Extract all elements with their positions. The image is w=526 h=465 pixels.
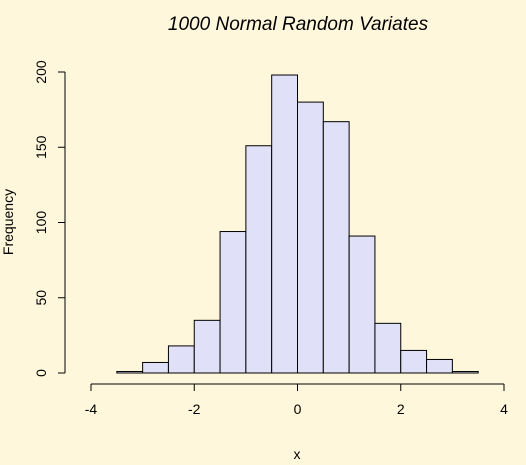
histogram-bar [348,235,376,374]
y-tick-label: 100 [33,211,49,235]
y-axis-label: Frequency [0,189,16,255]
histogram-bar [271,74,298,374]
bars-group [116,74,479,374]
chart-title: 1000 Normal Random Variates [168,14,429,35]
x-tick-label: 2 [397,401,405,417]
y-tick-label: 50 [33,290,49,306]
x-tick-label: 0 [294,401,302,417]
x-axis: -4 -2 0 2 4 [85,383,508,417]
histogram-bar [297,101,324,374]
y-tick-label: 150 [33,135,49,159]
y-axis: 0 50 100 150 200 [33,60,66,377]
histogram-bar [400,349,428,374]
histogram-bar [167,345,195,374]
histogram-bar [322,121,350,374]
histogram-bar [451,370,479,374]
histogram-bar [142,361,169,374]
y-tick-label: 200 [33,60,49,84]
histogram-bar [193,319,221,374]
x-tick-label: 4 [500,401,508,417]
histogram-bar [219,231,247,374]
histogram-bar [245,145,273,374]
histogram-bar [374,322,402,374]
x-tick-label: -2 [188,401,201,417]
y-tick-label: 0 [33,369,49,377]
histogram-bar [116,370,144,374]
histogram-bar [426,358,453,374]
x-axis-label: x [294,446,301,462]
x-tick-label: -4 [85,401,98,417]
